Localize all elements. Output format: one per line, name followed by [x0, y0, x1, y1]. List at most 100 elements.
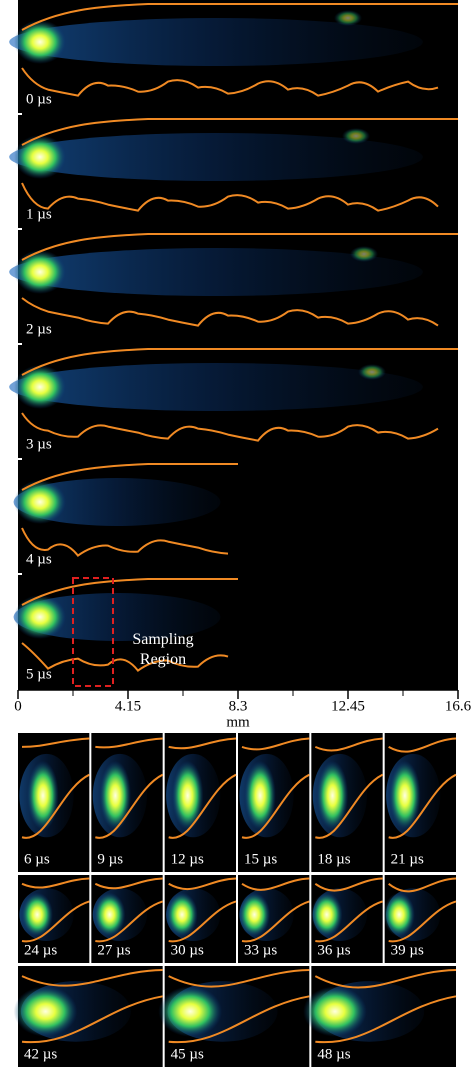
- frame-label: 33 µs: [244, 942, 277, 958]
- boundary-upper: [388, 877, 457, 893]
- plume-spot: [342, 128, 370, 144]
- x-tick-label: 0: [14, 698, 22, 714]
- plume-core: [99, 760, 132, 831]
- boundary-lower: [21, 412, 439, 442]
- plume-core: [93, 892, 126, 937]
- panels: 0 µs 1 µs 2 µs 3 µs 4 µs 5 µs0 4.15 8.3 12.45 16.…: [9, 0, 472, 1067]
- frame-label: 0 µs: [26, 91, 52, 107]
- boundary-upper: [21, 118, 458, 146]
- boundary-upper: [95, 737, 163, 749]
- plume-core: [389, 760, 421, 831]
- boundary-lower: [21, 297, 439, 327]
- plume-core: [21, 892, 53, 937]
- plume-core: [14, 20, 66, 64]
- boundary-upper: [314, 877, 383, 892]
- plume-core: [311, 892, 343, 937]
- boundary-lower: [168, 773, 237, 839]
- boundary-upper: [21, 969, 163, 987]
- boundary-upper: [21, 877, 90, 889]
- frame-label: 2 µs: [26, 321, 52, 337]
- frame-label: 12 µs: [171, 851, 204, 867]
- plume-core: [238, 892, 271, 937]
- boundary-lower: [315, 900, 383, 943]
- plume-core: [14, 595, 66, 639]
- frame-gap: [18, 573, 22, 575]
- plume-haze: [9, 18, 423, 66]
- boundary-lower: [95, 773, 164, 839]
- x-tick-label: 16.6: [445, 698, 472, 714]
- plume-core: [14, 250, 66, 294]
- plume-haze: [9, 248, 423, 296]
- frame-label: 30 µs: [171, 942, 204, 958]
- plume-core: [172, 760, 204, 831]
- boundary-upper: [388, 737, 457, 753]
- frame-label: 45 µs: [171, 1046, 204, 1062]
- boundary-lower: [21, 900, 90, 943]
- plume-core: [158, 986, 223, 1037]
- frame-label: 1 µs: [26, 206, 52, 222]
- x-tick-label: 8.3: [229, 698, 248, 714]
- boundary-upper: [168, 877, 237, 890]
- boundary-lower: [21, 995, 163, 1044]
- boundary-lower: [21, 527, 229, 557]
- frame-label: 48 µs: [317, 1046, 350, 1062]
- plume-core: [303, 986, 367, 1037]
- boundary-lower: [21, 67, 439, 97]
- boundary-lower: [168, 995, 310, 1044]
- boundary-lower: [241, 900, 310, 943]
- frame-label: 4 µs: [26, 551, 52, 567]
- boundary-upper: [314, 969, 457, 989]
- annotation: Sampling Region: [132, 631, 194, 668]
- plume-core: [14, 480, 66, 524]
- plume-haze: [13, 478, 221, 526]
- plume-core: [13, 986, 78, 1037]
- plume-core: [27, 760, 59, 831]
- frame-label: 27 µs: [97, 942, 130, 958]
- plume-core: [383, 892, 415, 937]
- boundary-upper: [241, 877, 310, 891]
- plume-core: [316, 760, 349, 831]
- frame-label: 24 µs: [24, 942, 57, 958]
- x-tick-label: 12.45: [331, 698, 365, 714]
- plume-haze: [9, 133, 423, 181]
- boundary-lower: [95, 900, 163, 943]
- plume-haze: [13, 593, 221, 641]
- boundary-lower: [241, 773, 310, 839]
- plume-core: [166, 892, 198, 937]
- boundary-lower: [21, 182, 439, 212]
- frame-gap: [18, 228, 22, 230]
- plume-core: [14, 135, 66, 179]
- plume-haze: [9, 363, 423, 411]
- plume-spot: [358, 364, 386, 380]
- sampling-region: [72, 577, 114, 687]
- frame-label: 21 µs: [391, 851, 424, 867]
- boundary-lower: [388, 900, 457, 943]
- boundary-upper: [21, 233, 458, 261]
- plume-spot: [334, 10, 362, 26]
- frame-label: 9 µs: [97, 851, 123, 867]
- boundary-lower: [21, 642, 229, 672]
- boundary-upper: [241, 737, 310, 751]
- frame-label: 42 µs: [24, 1046, 57, 1062]
- frame-gap: [18, 343, 22, 345]
- frame-label: 6 µs: [24, 851, 50, 867]
- plume-core: [244, 760, 276, 831]
- boundary-upper: [94, 877, 163, 890]
- boundary-upper: [21, 737, 90, 748]
- boundary-upper: [168, 737, 237, 750]
- x-tick-label: 4.15: [115, 698, 141, 714]
- frame-label: 18 µs: [317, 851, 350, 867]
- frame-gap: [18, 458, 22, 460]
- x-axis-label: mm: [226, 714, 250, 730]
- boundary-lower: [388, 773, 457, 839]
- plume-core: [14, 365, 66, 409]
- frame-label: 36 µs: [317, 942, 350, 958]
- boundary-upper: [168, 969, 310, 988]
- boundary-lower: [21, 773, 90, 839]
- boundary-upper: [21, 348, 458, 376]
- boundary-upper: [21, 578, 238, 606]
- frame-label: 3 µs: [26, 436, 52, 452]
- boundary-lower: [168, 900, 237, 943]
